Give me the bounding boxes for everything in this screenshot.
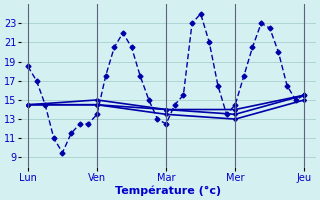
X-axis label: Température (°c): Température (°c) bbox=[115, 185, 221, 196]
